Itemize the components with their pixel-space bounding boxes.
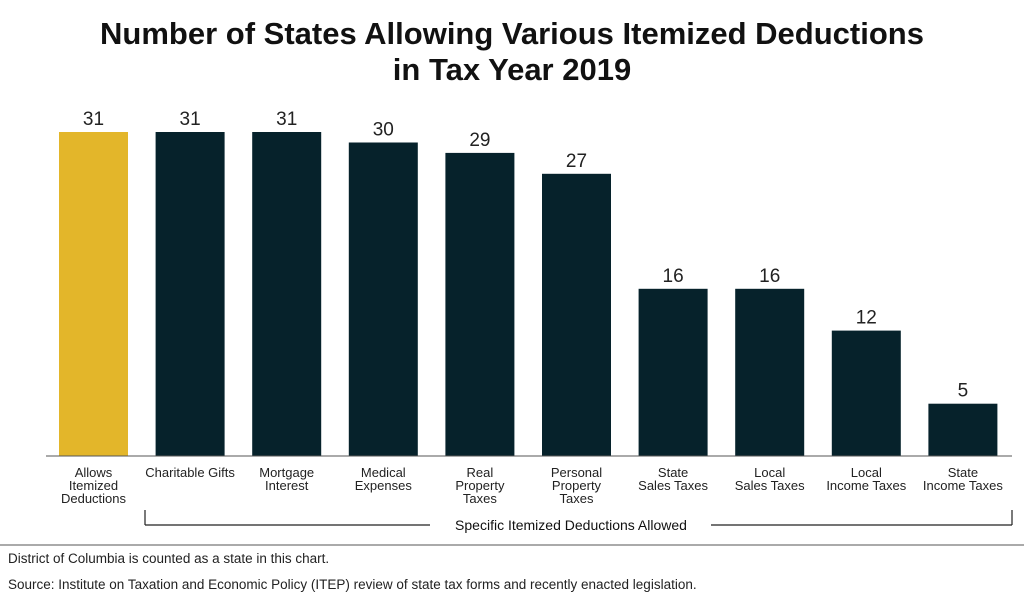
value-label-6: 16 <box>663 266 684 287</box>
category-label-8: Local Income Taxes <box>826 465 906 493</box>
bar-8 <box>831 330 901 456</box>
category-labels-layer: Allows Itemized Deductions Charitable Gifts… <box>61 465 1003 506</box>
bar-3 <box>348 142 418 456</box>
category-label-5: Personal Property Taxes <box>551 465 602 506</box>
category-label-2-line-0: Mortgage <box>259 465 314 480</box>
category-label-4-line-0: Real <box>467 465 494 480</box>
category-label-3: Medical Expenses <box>355 465 413 493</box>
category-label-2-line-1: Interest <box>265 478 309 493</box>
category-label-4-line-1: Property <box>455 478 505 493</box>
category-label-4-line-2: Taxes <box>463 491 497 506</box>
category-label-0-line-2: Deductions <box>61 491 127 506</box>
category-label-4: Real Property Taxes <box>455 465 505 506</box>
category-label-7-line-0: Local <box>754 465 785 480</box>
category-label-1: Charitable Gifts <box>145 465 235 480</box>
chart-title-line-2: in Tax Year 2019 <box>392 52 632 87</box>
value-label-8: 12 <box>856 308 877 329</box>
category-label-5-line-2: Taxes <box>560 491 594 506</box>
category-label-6: State Sales Taxes <box>638 465 708 493</box>
category-label-2: Mortgage Interest <box>259 465 314 493</box>
category-label-1-line-0: Charitable Gifts <box>145 465 235 480</box>
value-label-0: 31 <box>83 109 104 130</box>
value-label-5: 27 <box>566 151 587 172</box>
value-label-1: 31 <box>180 109 201 130</box>
bar-2 <box>252 132 322 456</box>
bar-5 <box>542 173 611 457</box>
category-label-8-line-0: Local <box>851 465 882 480</box>
category-label-9: State Income Taxes <box>923 465 1003 493</box>
category-label-0: Allows Itemized Deductions <box>61 465 127 506</box>
category-label-6-line-1: Sales Taxes <box>638 478 708 493</box>
value-label-7: 16 <box>759 266 780 287</box>
bars-layer <box>59 132 998 457</box>
chart-title: Number of States Allowing Various Itemiz… <box>0 16 1024 88</box>
category-label-5-line-1: Property <box>552 478 602 493</box>
category-label-9-line-0: State <box>948 465 978 480</box>
source-note: Source: Institute on Taxation and Econom… <box>8 577 697 592</box>
category-label-6-line-0: State <box>658 465 688 480</box>
category-label-0-line-0: Allows <box>75 465 113 480</box>
category-label-8-line-1: Income Taxes <box>826 478 906 493</box>
bar-4 <box>445 152 515 456</box>
bar-1 <box>155 132 225 456</box>
chart-title-line-1: Number of States Allowing Various Itemiz… <box>100 16 924 51</box>
group-bracket: Specific Itemized Deductions Allowed <box>144 510 1013 533</box>
category-label-0-line-1: Itemized <box>69 478 118 493</box>
value-label-3: 30 <box>373 120 394 141</box>
footnote: District of Columbia is counted as a sta… <box>8 551 330 566</box>
bar-9 <box>928 403 998 456</box>
category-label-5-line-0: Personal <box>551 465 602 480</box>
category-label-7: Local Sales Taxes <box>735 465 805 493</box>
bar-7 <box>735 288 805 456</box>
value-label-4: 29 <box>469 130 490 151</box>
category-label-9-line-1: Income Taxes <box>923 478 1003 493</box>
category-label-3-line-0: Medical <box>361 465 406 480</box>
bar-0 <box>59 132 128 456</box>
category-label-7-line-1: Sales Taxes <box>735 478 805 493</box>
bar-6 <box>638 288 708 456</box>
category-label-3-line-1: Expenses <box>355 478 413 493</box>
value-label-2: 31 <box>276 109 297 130</box>
group-bracket-label: Specific Itemized Deductions Allowed <box>455 517 687 533</box>
value-labels-layer: 31 31 31 30 29 27 16 16 12 5 <box>83 109 968 402</box>
value-label-9: 5 <box>958 381 969 402</box>
